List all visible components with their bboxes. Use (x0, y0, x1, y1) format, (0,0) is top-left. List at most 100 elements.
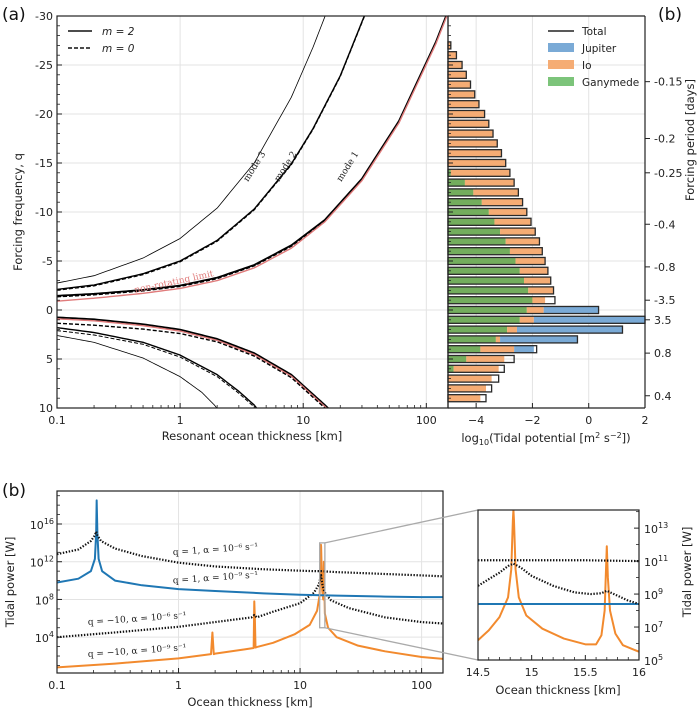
series-line (478, 510, 639, 653)
bars (447, 41, 646, 403)
right-tick-label: 3.5 (654, 314, 672, 327)
bar-io (448, 394, 481, 402)
y-tick-label: -30 (35, 10, 53, 23)
zoom-connector-line-bottom (324, 627, 479, 661)
x-tick-label: 15 (525, 666, 539, 679)
y-tick-label: 10 (39, 402, 53, 415)
y-tick-label: 108 (35, 592, 54, 607)
x-title-log: log (461, 431, 479, 445)
series-line (57, 16, 326, 284)
x-tick-label: 1 (175, 679, 182, 692)
y-tick-label: -5 (42, 255, 53, 268)
right-tick-label: -0.25 (654, 167, 682, 180)
bar-io (448, 120, 489, 128)
bar-io (509, 247, 543, 255)
panel-label-a: (a) (2, 5, 26, 25)
y-tick-exponent: 4 (49, 630, 54, 639)
bar-io-overlap (448, 257, 516, 265)
bar-io (448, 149, 502, 157)
bar-io (494, 218, 532, 226)
right-tick-label: -0.15 (654, 76, 682, 89)
x-title-mid: s (600, 431, 610, 445)
x-axis-title: Resonant ocean thickness [km] (162, 429, 343, 443)
bar-io-overlap (448, 286, 529, 294)
y-axis-title: Tidal power [W] (3, 537, 17, 629)
bar-io (466, 355, 505, 363)
right-tick-label: -0.2 (654, 133, 675, 146)
bar-io (448, 61, 463, 69)
y-tick-base: 10 (30, 519, 44, 532)
bar-io (448, 51, 457, 59)
bar-io (448, 71, 467, 79)
x-tick-label: 1 (177, 414, 184, 427)
y-tick-label: 109 (644, 587, 663, 602)
y-tick-label: 1011 (644, 554, 668, 569)
x-tick-label: −4 (468, 414, 484, 427)
y-tick-label: 105 (644, 653, 663, 668)
bar-io (481, 198, 523, 206)
legend-ganymede-patch (548, 77, 574, 86)
series-clip-group (57, 16, 448, 408)
x-tick-label: 100 (411, 679, 432, 692)
y-tick-exponent: 16 (44, 517, 54, 526)
legend-label-total: Total (581, 26, 607, 38)
annotation-label: mode 1 (335, 150, 361, 184)
y-tick-base: 10 (644, 622, 658, 635)
bar-io-overlap (448, 237, 506, 245)
bar-io (532, 296, 546, 304)
bar-io-overlap (448, 306, 527, 314)
y-tick-label: 1013 (644, 521, 668, 536)
x-tick-label: 15.5 (573, 666, 598, 679)
x-title-sup1: 2 (595, 431, 600, 440)
legend-io-patch (548, 60, 574, 69)
x-tick-label: 2 (642, 414, 649, 427)
x-tick-label: 0 (585, 414, 592, 427)
legend-label-io: Io (582, 60, 592, 72)
bar-io (464, 179, 515, 187)
series-line (57, 326, 258, 408)
y-tick-label: 5 (46, 353, 53, 366)
y-tick-base: 10 (644, 655, 658, 668)
bar-io (495, 335, 501, 343)
bar-jupiter (514, 345, 534, 353)
zoom-connector-line-top (324, 509, 479, 544)
inset-background (478, 510, 639, 660)
bar-io (480, 345, 515, 353)
right-tick-label: -0.8 (654, 261, 675, 274)
series-line (57, 16, 448, 302)
bar-io (448, 384, 486, 392)
y-tick-label: -20 (35, 108, 53, 121)
legend-label-jupiter: Jupiter (581, 43, 617, 55)
right-tick-label: 0.4 (654, 390, 672, 403)
bar-io-overlap (448, 247, 510, 255)
bar-io (505, 237, 540, 245)
bar-io (448, 100, 479, 108)
bar-jupiter (533, 316, 645, 324)
y-tick-base: 10 (644, 556, 658, 569)
right-y-axis-title: Forcing period [days] (683, 79, 697, 201)
annotation-label: q = 1, α = 10⁻⁹ s⁻¹ (172, 570, 258, 586)
bar-io (500, 228, 536, 236)
ticks: −4 −2 0 2 -0.15 -0.2 -0.25 -0.4 -0.8 -3.5 3.5 0.8 0.… (448, 15, 682, 427)
x-tick-label: 0.1 (48, 679, 66, 692)
series-line (57, 335, 218, 408)
y-tick-label: 1012 (30, 555, 54, 570)
bar-io-overlap (448, 316, 520, 324)
legend: Total Jupiter Io Ganymede (548, 26, 639, 89)
bar-io-overlap (448, 355, 467, 363)
series-line (57, 318, 328, 408)
legend: m = 2 m = 0 (68, 26, 135, 55)
x-tick-label: 16 (632, 666, 646, 679)
right-tick-label: -0.4 (654, 218, 675, 231)
y-tick-base: 10 (30, 557, 44, 570)
grid (56, 491, 443, 673)
bar-io (473, 188, 519, 196)
legend-label-m2: m = 2 (102, 26, 135, 38)
bar-io-overlap (448, 188, 474, 196)
series-line (57, 16, 366, 291)
bar-io-overlap (448, 198, 482, 206)
right-y-axis-title: Tidal power [W] (680, 527, 694, 619)
series-line (57, 573, 443, 639)
